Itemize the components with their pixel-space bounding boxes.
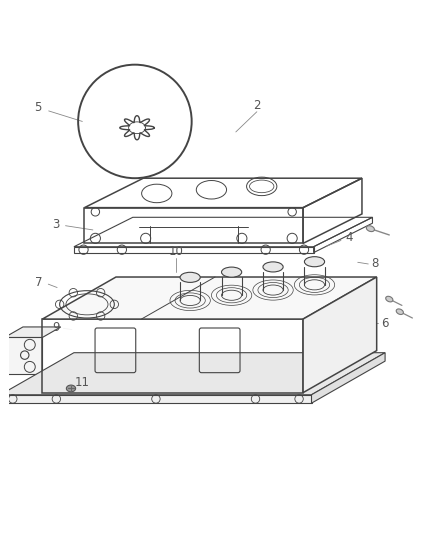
Text: 3: 3 — [52, 218, 60, 231]
Text: 9: 9 — [52, 321, 60, 334]
Ellipse shape — [222, 267, 242, 277]
Polygon shape — [42, 277, 377, 319]
Ellipse shape — [386, 296, 393, 302]
Polygon shape — [4, 337, 42, 374]
Ellipse shape — [366, 225, 374, 232]
Ellipse shape — [67, 385, 76, 392]
Text: 7: 7 — [35, 276, 43, 289]
Text: 11: 11 — [75, 376, 90, 389]
Polygon shape — [311, 353, 385, 403]
Text: 8: 8 — [371, 257, 378, 270]
Polygon shape — [42, 319, 303, 393]
Polygon shape — [303, 277, 377, 393]
Ellipse shape — [180, 272, 200, 282]
Text: 4: 4 — [346, 231, 353, 245]
Text: 2: 2 — [253, 99, 261, 112]
Text: 10: 10 — [169, 245, 184, 259]
Ellipse shape — [304, 257, 325, 266]
Ellipse shape — [396, 309, 403, 314]
Text: 5: 5 — [35, 101, 42, 114]
Polygon shape — [0, 353, 385, 395]
Polygon shape — [4, 327, 61, 337]
Text: 6: 6 — [381, 317, 389, 330]
Polygon shape — [0, 395, 311, 403]
Ellipse shape — [263, 262, 283, 272]
